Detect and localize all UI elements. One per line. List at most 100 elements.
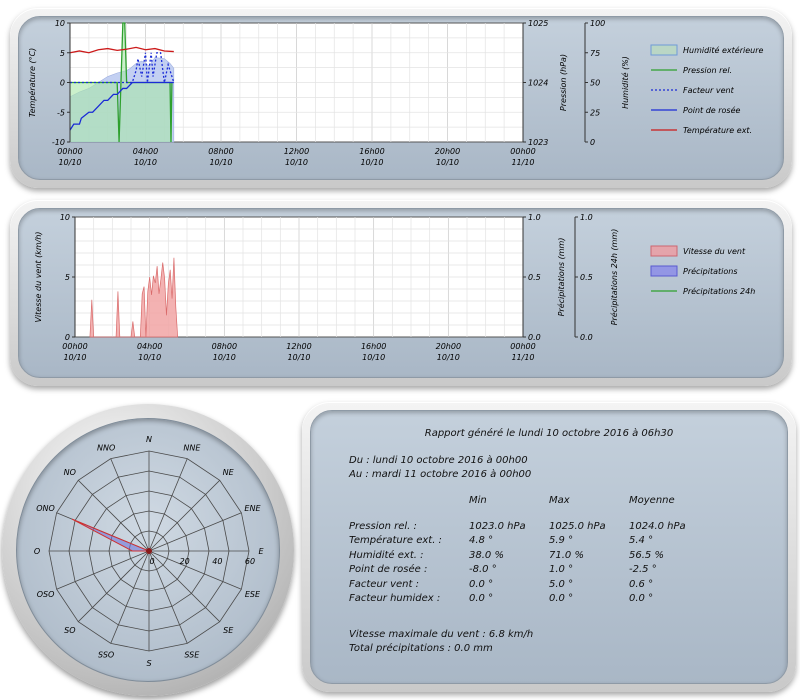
axis-tick-label: 25 (590, 108, 600, 117)
axis-tick-label: 50 (590, 79, 600, 88)
report-cell: -2.5 ° (629, 564, 657, 576)
rose-spoke (78, 480, 150, 552)
x-tick-label: 08h00 (208, 147, 233, 156)
report-row: Facteur humidex : 0.0 ° 0.0 ° 0.0 ° (349, 592, 699, 607)
report-cell: 4.8 ° (469, 535, 494, 547)
axis-title: Température (°C) (27, 48, 37, 118)
rose-spoke (148, 458, 188, 552)
axis-tick-label: 1024 (528, 79, 548, 88)
report-wind-max: Vitesse maximale du vent : 6.8 km/h (349, 629, 534, 640)
axis-title: Vitesse du vent (km/h) (34, 231, 43, 322)
rose-direction-label: OSO (37, 590, 55, 599)
report-cell-label: Humidité ext. : (349, 549, 424, 561)
report-cell: 1.0 ° (549, 564, 574, 576)
rose-center-dot (146, 548, 152, 554)
axis-title: Précipitations (mm) (556, 238, 566, 317)
rose-direction-label: NE (223, 468, 235, 477)
rose-direction-label: ESE (245, 590, 261, 599)
axis-tick-label: 10 (55, 19, 65, 28)
rose-spoke (148, 480, 220, 552)
wind-chart: 00h00 10/10 04h00 10/10 08h00 10/10 12h00 10/10… (34, 213, 755, 362)
rose-spoke (148, 550, 242, 590)
rose-direction-label: SSE (184, 650, 200, 659)
weather-chart: 00h00 10/10 04h00 10/10 08h00 10/10 12h00 10/10… (27, 19, 764, 167)
wind-chart-panel: 00h00 10/10 04h00 10/10 08h00 10/10 12h00 10/10… (10, 200, 792, 386)
x-tick-label: 16h00 (359, 147, 384, 156)
report-cell-label: Facteur vent : (349, 578, 419, 590)
report-row: Point de rosée : -8.0 ° 1.0 ° -2.5 ° (349, 563, 699, 578)
axis-title: Humidité (%) (620, 56, 630, 109)
axis-tick-label: 0.5 (528, 273, 541, 282)
report-panel: Rapport généré le lundi 10 octobre 2016 … (302, 402, 796, 692)
report-cell: 5.9 ° (549, 535, 574, 547)
x-tick-label: 04h00 (133, 147, 158, 156)
x-tick-label: 00h00 (62, 342, 87, 351)
rose-direction-label: ENE (244, 504, 261, 513)
axis-tick-label: 0 (60, 79, 65, 88)
report-cell: 0.0 ° (469, 593, 494, 605)
axis-tick-label: 1.0 (580, 213, 593, 222)
wind-rose-gauge: N NNE NE ENE E ESE SE SSE S SSO SO OSO O ONO NO NNO 0 20 4… (2, 404, 294, 696)
axis-tick-label: 1.0 (528, 213, 541, 222)
axis-tick-label: -10 (52, 138, 65, 147)
rose-spoke (110, 458, 150, 552)
report-cell: 38.0 % (469, 549, 504, 561)
axis-tick-label: 0.5 (580, 273, 593, 282)
report-rain-total: Total précipitations : 0.0 mm (349, 643, 493, 654)
rose-direction-label: SO (64, 626, 75, 635)
report-header-row: Min Max Moyenne (349, 495, 699, 519)
rose-spoke (56, 550, 150, 590)
x-tick-date: 10/10 (138, 353, 161, 362)
report-table: Min Max Moyenne Pression rel. : 1023.0 h… (349, 495, 699, 606)
rose-radial-label: 40 (212, 557, 222, 566)
report-cell: 5.0 ° (549, 578, 574, 590)
legend-label: Facteur vent (683, 86, 735, 95)
axis-title: Précipitations 24h (mm) (609, 229, 619, 326)
rose-radial-label: 20 (180, 557, 190, 566)
report-cell: 1025.0 hPa (549, 520, 606, 532)
report-cell-label: Point de rosée : (349, 564, 428, 576)
legend-label: Précipitations (683, 266, 738, 276)
report-cell: 1023.0 hPa (469, 520, 526, 532)
rose-direction-label: NNO (97, 444, 115, 453)
report-frame: Rapport généré le lundi 10 octobre 2016 … (310, 410, 788, 684)
axis-title: Pression (hPa) (559, 54, 568, 111)
report-cell: 71.0 % (549, 549, 584, 561)
wind-rose-chart: N NNE NE ENE E ESE SE SSE S SSO SO OSO O ONO NO NNO 0 20 4… (34, 435, 265, 668)
legend-swatch (650, 245, 678, 257)
rose-spoke (148, 550, 220, 622)
rose-direction-label: O (34, 547, 40, 556)
legend-swatch (650, 44, 678, 56)
report-header-max: Max (549, 495, 570, 506)
report-cell: 1024.0 hPa (629, 520, 686, 532)
rose-direction-label: SSO (98, 650, 114, 659)
x-tick-label: 20h00 (435, 147, 460, 156)
axis-tick-label: 10 (60, 213, 70, 222)
rose-spoke (148, 512, 242, 552)
rose-direction-label: NNE (183, 444, 201, 453)
rose-direction-label: NO (64, 468, 76, 477)
axis-tick-label: 1023 (528, 138, 548, 147)
report-content: Rapport généré le lundi 10 octobre 2016 … (311, 411, 787, 683)
legend-label: Point de rosée (683, 105, 741, 115)
x-tick-date: 10/10 (213, 353, 236, 362)
rose-direction-label: SE (223, 626, 234, 635)
x-tick-date: 11/10 (511, 353, 534, 362)
rose-radial-label: 60 (245, 557, 255, 566)
report-title: Rapport généré le lundi 10 octobre 2016 … (424, 428, 674, 439)
axis-tick-label: 75 (590, 49, 600, 58)
series-line-temperature (69, 46, 174, 54)
report-row: Humidité ext. : 38.0 % 71.0 % 56.5 % (349, 548, 699, 563)
report-cell: 0.6 ° (629, 578, 654, 590)
series-line-facteur-vent (70, 52, 175, 84)
x-tick-date: 10/10 (287, 353, 310, 362)
x-tick-label: 12h00 (286, 342, 311, 351)
report-header-avg: Moyenne (629, 495, 675, 506)
x-tick-date: 10/10 (134, 158, 157, 167)
legend-swatch (650, 265, 678, 277)
axis-tick-label: 0.0 (580, 333, 593, 342)
x-tick-date: 11/10 (511, 158, 534, 167)
rose-direction-label: N (146, 435, 152, 444)
x-tick-date: 10/10 (58, 158, 81, 167)
weather-chart-frame: 00h00 10/10 04h00 10/10 08h00 10/10 12h00 10/10… (18, 16, 784, 180)
